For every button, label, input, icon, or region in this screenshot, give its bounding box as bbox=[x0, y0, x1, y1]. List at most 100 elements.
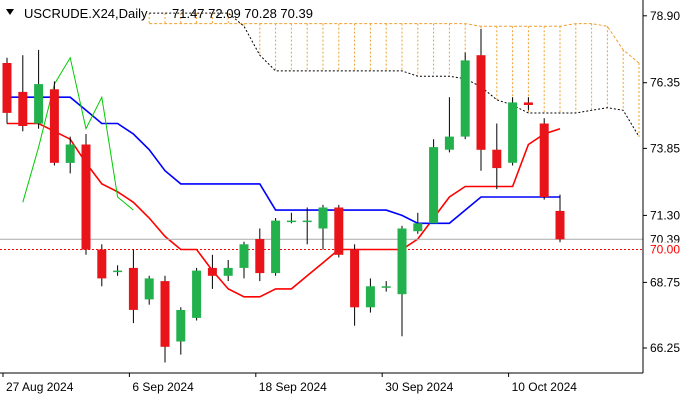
candle bbox=[239, 241, 249, 279]
candle-body bbox=[555, 210, 565, 240]
senkou-span-a-line bbox=[149, 23, 640, 64]
candle bbox=[286, 212, 296, 224]
candle-body bbox=[255, 239, 265, 274]
candle bbox=[2, 57, 12, 124]
candle-body bbox=[113, 270, 123, 273]
candle-body bbox=[18, 91, 28, 126]
x-tick-label: 18 Sep 2024 bbox=[259, 380, 327, 394]
candle bbox=[255, 228, 265, 282]
candle-body bbox=[413, 223, 423, 232]
candle bbox=[207, 254, 217, 289]
candle bbox=[128, 249, 138, 324]
level-box bbox=[644, 242, 696, 257]
chikou-span-line bbox=[22, 56, 134, 211]
candle bbox=[49, 81, 59, 166]
candle bbox=[144, 275, 154, 305]
candle-body bbox=[128, 267, 138, 310]
x-tick-label: 10 Oct 2024 bbox=[512, 380, 578, 394]
candle-body bbox=[397, 228, 407, 295]
candle-body bbox=[192, 270, 202, 318]
dropdown-arrow-icon[interactable] bbox=[6, 9, 14, 15]
candlesticks bbox=[2, 28, 565, 363]
candle bbox=[508, 97, 518, 166]
y-tick-label: 73.85 bbox=[650, 141, 680, 155]
candle bbox=[81, 134, 91, 255]
candle-body bbox=[508, 102, 518, 163]
x-tick-label: 30 Sep 2024 bbox=[385, 380, 453, 394]
candle-body bbox=[271, 220, 281, 274]
chart-header: USCRUDE.X24,Daily 71.47 72.09 70.28 70.3… bbox=[6, 6, 313, 21]
candle-body bbox=[160, 281, 170, 347]
candle bbox=[444, 97, 454, 153]
ohlc-readout: 71.47 72.09 70.28 70.39 bbox=[172, 6, 313, 21]
candle-body bbox=[207, 267, 217, 276]
x-tick-label: 6 Sep 2024 bbox=[132, 380, 194, 394]
candle bbox=[539, 118, 549, 200]
candle bbox=[223, 260, 233, 282]
candle bbox=[97, 244, 107, 287]
candle bbox=[381, 281, 391, 292]
kijun-sen-line bbox=[7, 96, 560, 225]
candle bbox=[350, 244, 360, 326]
indicator-lines bbox=[7, 56, 561, 298]
y-tick-label: 66.25 bbox=[650, 341, 680, 355]
candle-body bbox=[144, 278, 154, 300]
candle bbox=[34, 49, 44, 129]
candle bbox=[176, 307, 186, 355]
candle-body bbox=[318, 207, 328, 229]
candle-body bbox=[302, 220, 312, 223]
candle-body bbox=[523, 102, 533, 105]
candle bbox=[492, 123, 502, 190]
candle-body bbox=[239, 244, 249, 268]
candle-body bbox=[81, 144, 91, 250]
candle bbox=[365, 278, 375, 313]
candle bbox=[429, 139, 439, 224]
y-tick-label: 76.35 bbox=[650, 76, 680, 90]
y-tick-label: 71.30 bbox=[650, 208, 680, 222]
candle-body bbox=[429, 147, 439, 224]
symbol-timeframe-label: USCRUDE.X24,Daily bbox=[24, 6, 148, 21]
candle bbox=[18, 55, 28, 132]
candle-body bbox=[223, 267, 233, 276]
candle bbox=[476, 28, 486, 171]
candle-body bbox=[365, 286, 375, 308]
senkou-span-b-line bbox=[149, 12, 640, 137]
candle-body bbox=[2, 63, 12, 113]
axes: 66.2568.7571.3073.8576.3578.9070.3970.00… bbox=[0, 0, 696, 394]
y-tick-label: 68.75 bbox=[650, 275, 680, 289]
candle bbox=[271, 218, 281, 276]
candle-body bbox=[34, 84, 44, 124]
candle bbox=[334, 204, 344, 258]
candle-body bbox=[97, 249, 107, 279]
candle bbox=[65, 136, 75, 174]
candle-body bbox=[539, 123, 549, 197]
candle bbox=[413, 212, 423, 234]
y-tick-label: 78.90 bbox=[650, 9, 680, 23]
candle-body bbox=[476, 55, 486, 150]
candle-body bbox=[65, 144, 75, 163]
candle-body bbox=[350, 249, 360, 308]
candle bbox=[460, 52, 470, 140]
candle bbox=[113, 265, 123, 276]
candle bbox=[160, 275, 170, 363]
x-tick-label: 27 Aug 2024 bbox=[6, 380, 74, 394]
candle bbox=[302, 207, 312, 245]
level-label: 70.00 bbox=[650, 243, 680, 257]
candle bbox=[523, 97, 533, 111]
candle bbox=[555, 194, 565, 243]
candle-body bbox=[176, 310, 186, 342]
candle-body bbox=[334, 207, 344, 255]
candle-body bbox=[286, 220, 296, 223]
candle-body bbox=[444, 136, 454, 150]
tenkan-sen-line bbox=[7, 122, 561, 298]
candle-body bbox=[460, 60, 470, 137]
horizontal-levels bbox=[0, 238, 643, 250]
candle-body bbox=[492, 149, 502, 169]
candle-body bbox=[381, 286, 391, 288]
candle bbox=[192, 267, 202, 321]
candle-body bbox=[49, 89, 59, 163]
candle bbox=[397, 225, 407, 337]
